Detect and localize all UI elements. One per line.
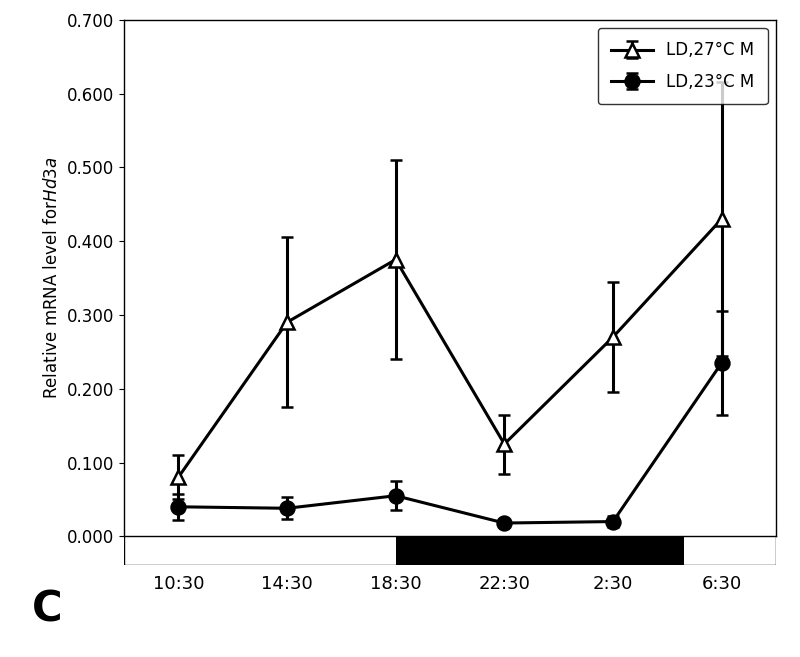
Legend: LD,27°C M, LD,23°C M: LD,27°C M, LD,23°C M <box>598 28 768 104</box>
Text: C: C <box>32 589 62 631</box>
Bar <box>124 536 396 565</box>
Y-axis label: Relative mRNA level for$\it{Hd3a}$: Relative mRNA level for$\it{Hd3a}$ <box>43 157 62 399</box>
Bar <box>684 536 776 565</box>
Bar <box>396 536 684 565</box>
